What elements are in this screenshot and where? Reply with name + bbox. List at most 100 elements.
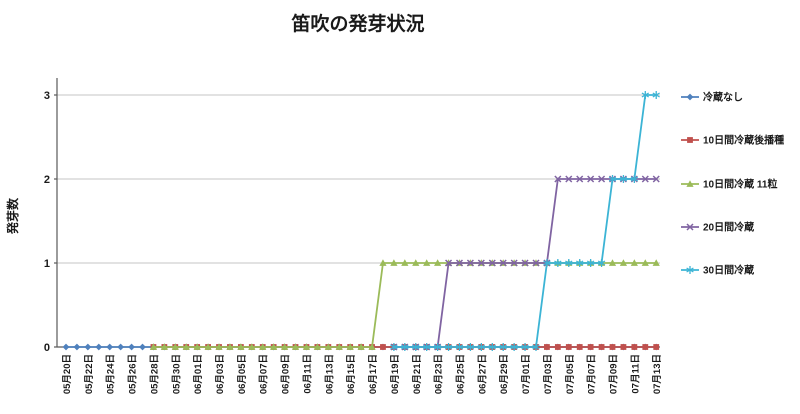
diamond-marker [686,93,694,101]
star-marker [532,343,540,351]
star-marker [565,259,573,267]
legend-label: 30日間冷蔵 [703,264,754,277]
star-marker [510,343,518,351]
series-line-2 [153,262,657,348]
x-tick-label: 06月01日 [193,354,204,394]
x-tick-label: 06月05日 [237,354,248,394]
x-tick-label: 05月24日 [106,354,117,394]
x-marker [598,175,606,183]
diamond-marker [117,343,125,351]
star-marker [586,259,595,267]
x-marker [466,259,474,267]
triangle-marker [182,343,190,350]
x-tick-label: 06月27日 [477,354,488,394]
star-marker [466,343,475,351]
triangle-marker [237,343,245,350]
x-marker [499,259,507,267]
legend-label: 20日間冷蔵 [703,221,754,234]
x-tick-label: 07月01日 [521,354,532,394]
star-marker [652,91,660,99]
triangle-marker [346,343,354,350]
star-marker [597,259,606,267]
triangle-marker [630,259,638,266]
x-tick-label: 06月23日 [434,354,445,394]
y-axis-title: 発芽数 [5,197,20,235]
triangle-marker [149,343,158,350]
x-tick-label: 05月20日 [62,354,73,394]
x-tick-label: 06月29日 [499,354,510,394]
star-marker [630,175,639,183]
triangle-marker [313,343,321,350]
triangle-marker [259,343,267,350]
x-marker [554,175,562,183]
star-marker [641,91,650,99]
triangle-marker [324,343,332,350]
chart-title: 笛吹の発芽状況 [290,12,424,35]
x-tick-label: 05月30日 [171,354,182,394]
square-marker [687,137,693,143]
square-marker [620,344,627,350]
x-tick-label: 06月25日 [455,354,466,394]
diamond-marker [128,343,135,351]
triangle-marker [368,343,376,350]
star-marker [608,175,617,183]
x-tick-label: 06月03日 [215,354,226,394]
x-tick-label: 07月11日 [630,354,641,394]
legend-label: 冷蔵なし [703,91,743,104]
x-tick-label: 06月09日 [281,354,292,394]
star-marker [575,259,584,267]
x-tick-label: 06月19日 [390,354,401,394]
diamond-marker [62,343,70,351]
x-tick-label: 07月13日 [652,354,663,394]
triangle-marker [434,259,442,266]
star-marker [521,343,529,351]
x-tick-label: 06月11日 [302,354,313,394]
triangle-marker [412,259,420,266]
x-marker [576,175,584,183]
x-marker [488,259,496,267]
diamond-marker [139,343,146,351]
square-marker [565,344,572,350]
diamond-marker [95,343,103,351]
x-tick-label: 07月03日 [543,354,554,394]
x-marker [686,223,694,231]
x-marker [641,175,649,183]
star-marker [488,343,496,351]
triangle-marker [619,259,628,266]
x-tick-label: 06月07日 [259,354,270,394]
y-tick-label: 2 [44,174,50,186]
legend-label: 10日間冷蔵後播種 [703,134,784,147]
star-marker [412,343,420,351]
x-marker [477,259,485,267]
star-marker [422,343,431,351]
triangle-marker [171,343,179,350]
triangle-marker [423,259,431,266]
star-marker [499,343,507,351]
star-marker [390,343,398,351]
square-marker [587,344,594,350]
x-tick-label: 06月15日 [346,354,357,394]
legend-label: 10日間冷蔵 11粒 [703,178,777,191]
x-marker [455,259,464,267]
plot-area: 0 1 2 3 05月20日 05月22日 05月24日 05月26日 05月28日 05月30日… [44,78,784,394]
star-marker [477,343,486,351]
star-marker [554,259,562,267]
diamond-marker [84,343,92,351]
triangle-marker [204,343,212,350]
y-tick-label: 0 [44,342,50,354]
triangle-marker [390,259,398,266]
x-tick-label: 05月26日 [128,354,139,394]
triangle-marker [248,343,256,350]
star-marker [455,343,464,351]
triangle-marker [401,259,409,266]
x-tick-label: 06月21日 [412,354,423,394]
x-tick-label: 07月07日 [587,354,598,394]
triangle-marker [160,343,168,350]
x-marker [445,259,453,267]
star-marker [686,266,694,274]
triangle-marker [270,343,278,350]
triangle-marker [215,343,223,350]
triangle-marker [281,343,289,350]
triangle-marker [641,259,649,266]
